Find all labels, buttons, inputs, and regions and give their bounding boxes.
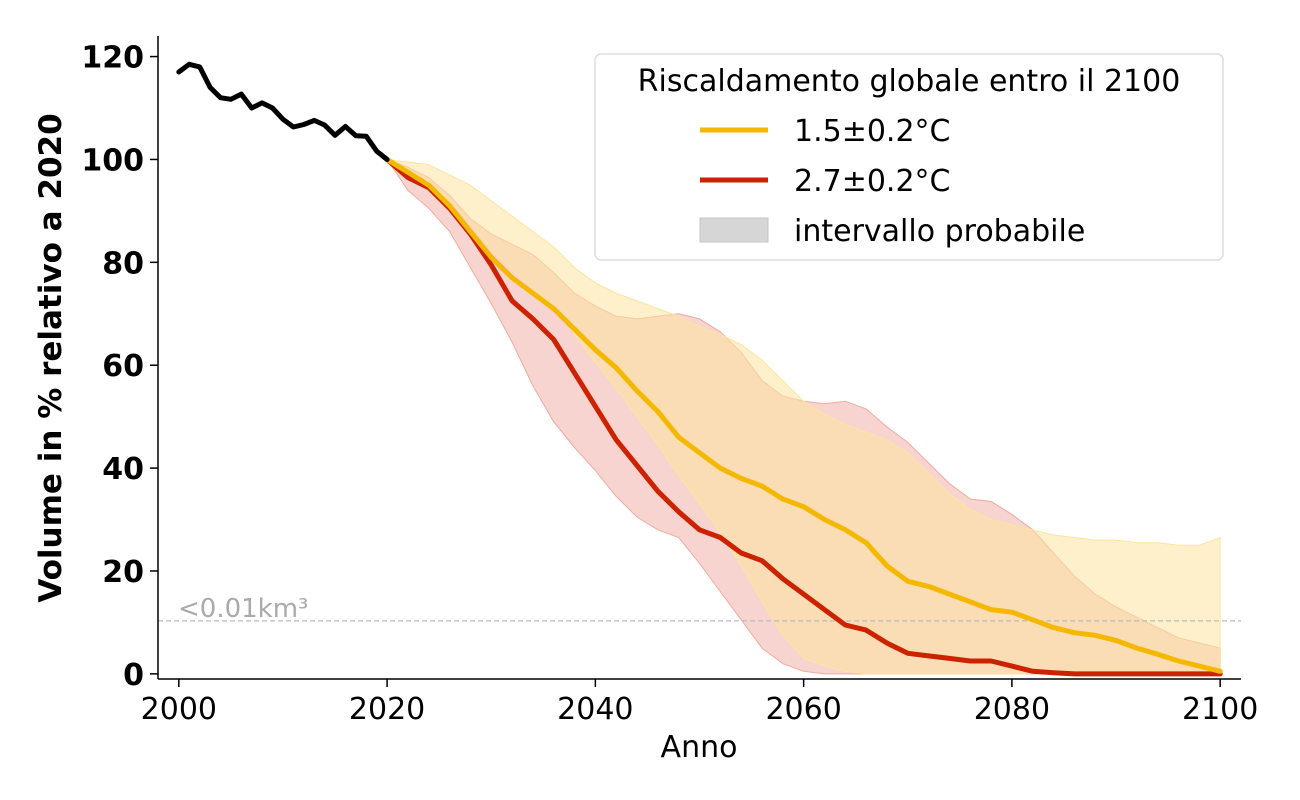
legend-entry-range: intervallo probabile [794, 214, 1085, 249]
y-tick-label: 20 [102, 555, 144, 590]
series-lines [176, 61, 1223, 677]
x-axis-label: Anno [661, 730, 738, 765]
y-tick-label: 40 [102, 452, 144, 487]
line-2-7 [384, 157, 1223, 677]
x-tick-label: 2060 [765, 692, 841, 727]
x-tick-label: 2020 [349, 692, 425, 727]
legend-entry-1-5: 1.5±0.2°C [794, 114, 951, 149]
legend-swatch-range [699, 217, 769, 243]
x-tick-label: 2080 [974, 692, 1050, 727]
uncertainty-bands [385, 158, 1221, 675]
x-ticks: 2000 2020 2040 2060 2080 2100 [141, 679, 1258, 727]
legend: Riscaldamento globale entro il 2100 1.5±… [594, 53, 1224, 261]
line-observed [176, 61, 390, 162]
y-tick-label: 100 [81, 143, 144, 178]
y-tick-label: 0 [123, 658, 144, 693]
line-1-5 [384, 157, 1223, 674]
x-tick-label: 2000 [141, 692, 217, 727]
legend-frame [594, 53, 1224, 261]
y-tick-label: 60 [102, 349, 144, 384]
x-tick-label: 2100 [1182, 692, 1258, 727]
x-tick-label: 2040 [557, 692, 633, 727]
legend-entry-2-7: 2.7±0.2°C [794, 164, 951, 199]
legend-title: Riscaldamento globale entro il 2100 [638, 64, 1181, 99]
band-1-5 [386, 159, 1221, 675]
y-axis-label: Volume in % relativo a 2020 [33, 113, 69, 602]
y-tick-label: 80 [102, 246, 144, 281]
y-ticks: 0 20 40 60 80 100 120 [81, 41, 158, 693]
threshold-annotation: <0.01km³ [178, 594, 308, 624]
y-tick-label: 120 [81, 41, 144, 76]
